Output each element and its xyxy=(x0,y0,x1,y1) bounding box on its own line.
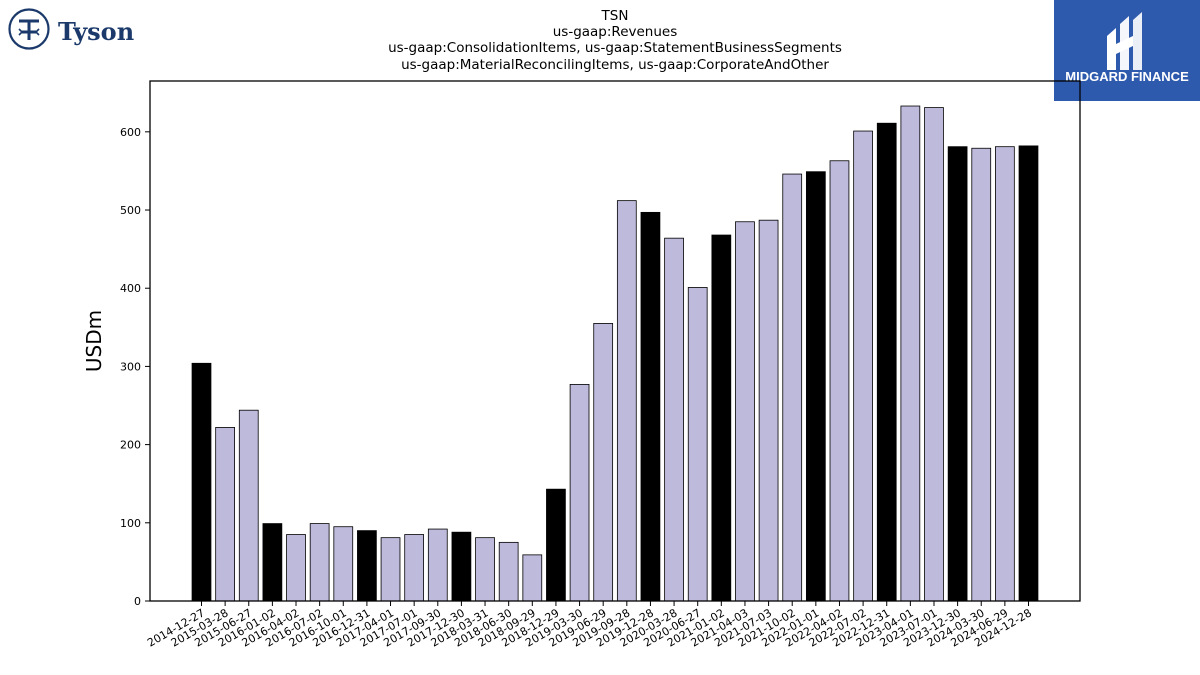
bar-2020-03-28 xyxy=(664,237,684,602)
bar-2016-10-01 xyxy=(333,526,354,602)
chart-title: TSN us-gaap:Revenues us-gaap:Consolidati… xyxy=(388,8,842,73)
midgard-logo-text: MIDGARD FINANCE xyxy=(1065,69,1189,84)
bar-2022-04-02 xyxy=(829,160,850,602)
y-tick-label: 400 xyxy=(120,282,141,295)
bar-2019-06-29 xyxy=(593,323,614,602)
bar-2015-03-28 xyxy=(215,427,235,602)
chart-title-line-2: us-gaap:Revenues xyxy=(553,24,678,40)
bar-2018-06-30 xyxy=(498,541,519,602)
bar-2017-04-01 xyxy=(380,537,401,602)
bar-2021-04-03 xyxy=(735,221,755,602)
y-tick-label: 600 xyxy=(120,126,141,139)
y-tick-label: 300 xyxy=(120,360,141,373)
bar-2016-07-02 xyxy=(309,523,330,602)
bar-2019-03-30 xyxy=(569,383,590,602)
bar-2024-06-29 xyxy=(995,146,1015,602)
bar-2024-12-28 xyxy=(1018,145,1039,602)
chart-title-line-3: us-gaap:ConsolidationItems, us-gaap:Stat… xyxy=(388,40,842,56)
bar-2018-03-31 xyxy=(475,537,495,602)
bar-2014-12-27 xyxy=(191,362,212,602)
midgard-logo-icon xyxy=(1107,12,1142,70)
bar-2020-06-27 xyxy=(687,287,708,602)
bar-series xyxy=(191,105,1039,602)
bar-2016-01-02 xyxy=(262,523,283,602)
y-axis-ticks: 0 100 200 300 400 500 600 xyxy=(120,126,150,608)
tyson-logo-text: Tyson xyxy=(58,17,134,46)
chart-title-line-1: TSN xyxy=(601,8,629,24)
bar-2023-12-30 xyxy=(947,146,968,602)
y-tick-label: 100 xyxy=(120,517,141,530)
bar-2023-07-01 xyxy=(924,107,944,602)
bar-2017-07-01 xyxy=(404,534,425,602)
y-tick-label: 500 xyxy=(120,204,141,217)
bar-2022-07-02 xyxy=(853,130,873,602)
bar-2023-04-01 xyxy=(900,105,921,602)
bar-2015-06-27 xyxy=(238,409,259,602)
bar-2017-09-30 xyxy=(427,528,448,602)
chart-title-line-4: us-gaap:MaterialReconcilingItems, us-gaa… xyxy=(401,57,829,73)
plot-frame xyxy=(149,80,1081,602)
bar-2018-09-29 xyxy=(522,554,543,602)
bar-2016-04-02 xyxy=(286,534,306,602)
bar-2024-03-30 xyxy=(971,147,992,602)
x-axis-ticks: 2014-12-272015-03-282015-06-272016-01-02… xyxy=(145,601,1034,650)
bar-2019-09-28 xyxy=(616,200,637,602)
tyson-logo: Tyson xyxy=(8,8,134,50)
bar-2016-12-31 xyxy=(357,530,377,602)
midgard-finance-logo: MIDGARD FINANCE xyxy=(1054,0,1200,101)
bar-2017-12-30 xyxy=(451,531,472,602)
y-tick-label: 0 xyxy=(134,595,141,608)
bar-2021-07-03 xyxy=(758,219,779,602)
tyson-logo-icon xyxy=(8,8,50,50)
bar-2022-12-31 xyxy=(876,122,897,602)
bar-2021-10-02 xyxy=(782,173,803,602)
bar-2019-12-28 xyxy=(640,211,661,602)
bar-2018-12-29 xyxy=(546,488,566,602)
bar-2021-01-02 xyxy=(711,234,732,602)
y-axis-label: USDm xyxy=(82,310,106,372)
bar-2022-01-01 xyxy=(805,171,826,602)
y-tick-label: 200 xyxy=(120,439,141,452)
